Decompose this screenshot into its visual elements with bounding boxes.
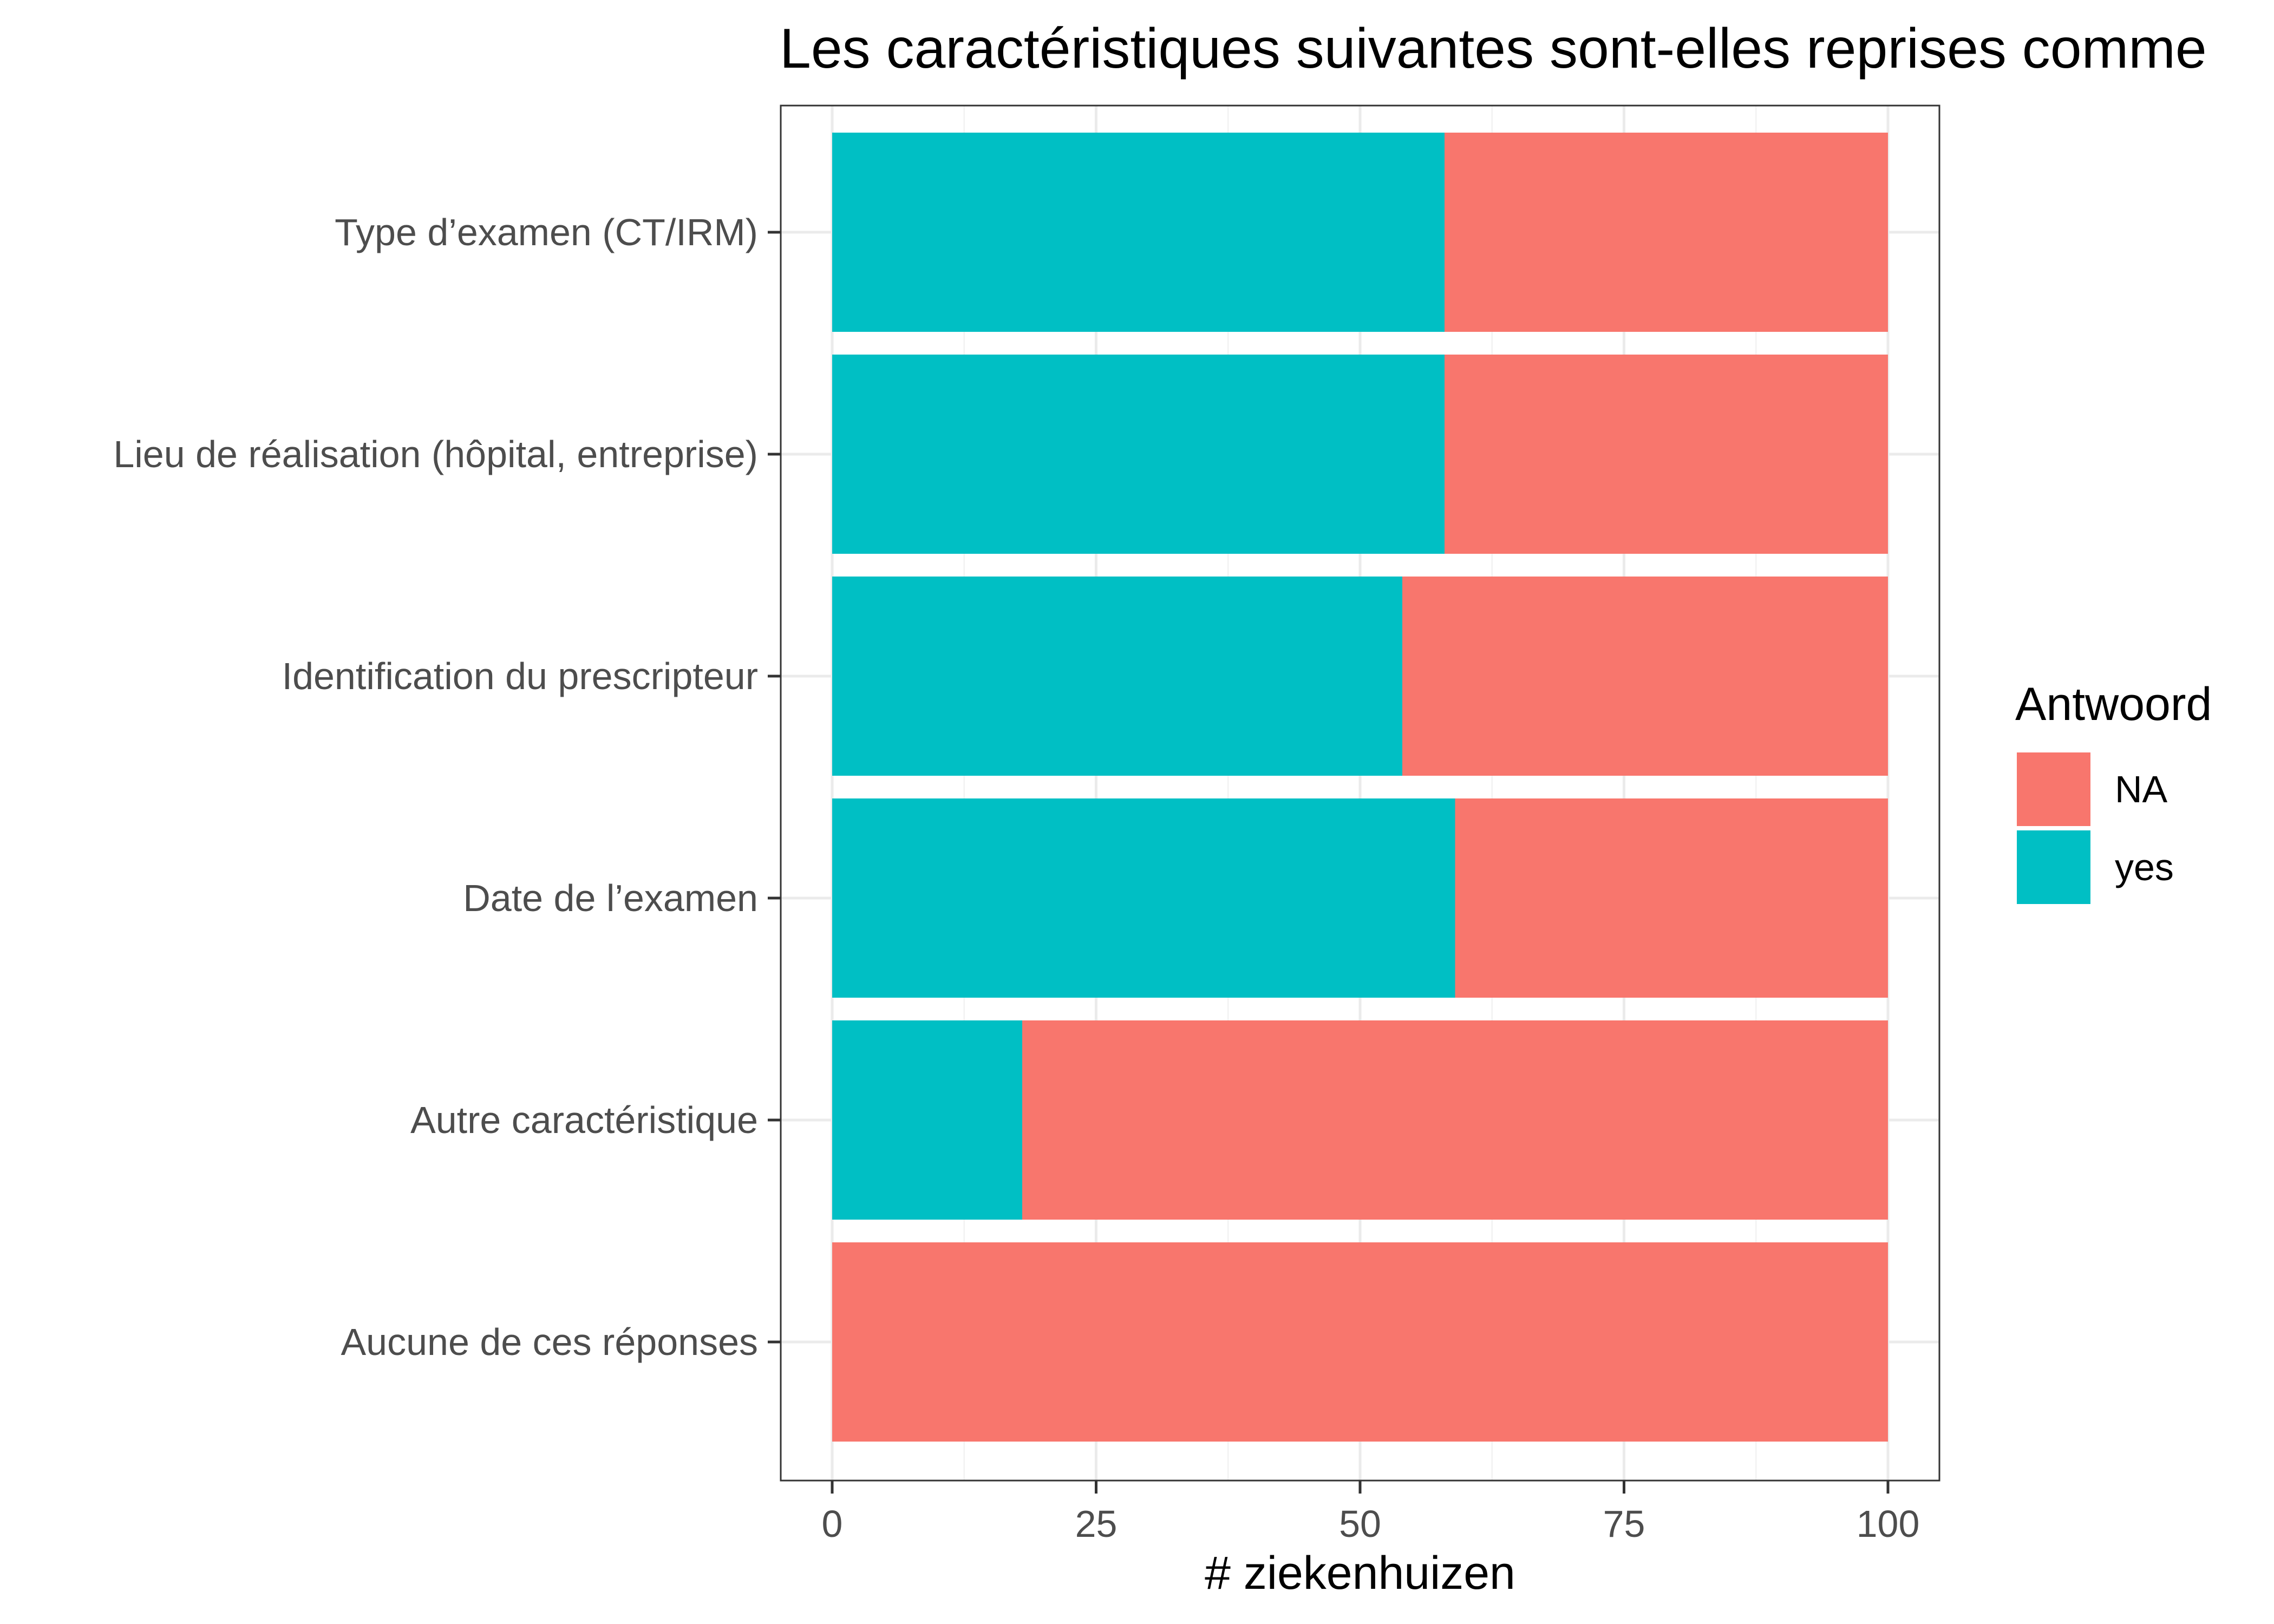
y-tick-label: Aucune de ces réponses: [341, 1321, 758, 1363]
chart-title: Les caractéristiques suivantes sont-elle…: [780, 17, 2207, 80]
legend-title: Antwoord: [2015, 678, 2212, 730]
y-tick-label: Type d’examen (CT/IRM): [335, 211, 758, 253]
bars: [832, 133, 1888, 1442]
legend-key-yes: [2017, 830, 2090, 904]
bar-na: [1445, 133, 1888, 332]
bar-yes: [832, 577, 1402, 776]
bar-na: [1402, 577, 1888, 776]
legend: Antwoord NA yes: [2015, 678, 2212, 904]
y-tick-label: Autre caractéristique: [410, 1099, 758, 1141]
bar-na: [1455, 798, 1888, 998]
x-axis: 0 25 50 75 100: [822, 1481, 1920, 1545]
bar-yes: [832, 133, 1445, 332]
y-tick-label: Lieu de réalisation (hôpital, entreprise…: [113, 433, 758, 475]
x-axis-title: # ziekenhuizen: [1205, 1547, 1515, 1599]
legend-key-na: [2017, 752, 2090, 826]
y-tick-label: Identification du prescripteur: [282, 655, 758, 697]
bar-yes: [832, 355, 1445, 554]
x-tick-label: 75: [1603, 1503, 1645, 1545]
x-tick-label: 50: [1339, 1503, 1381, 1545]
bar-yes: [832, 798, 1455, 998]
y-tick-label: Date de l’examen: [463, 877, 758, 919]
legend-label-yes: yes: [2115, 846, 2174, 888]
bar-na: [832, 1242, 1888, 1442]
bar-yes: [832, 1020, 1022, 1220]
x-tick-label: 0: [822, 1503, 843, 1545]
plot-panel: [780, 104, 1940, 1482]
legend-label-na: NA: [2115, 768, 2168, 810]
bar-na: [1445, 355, 1888, 554]
bar-na: [1022, 1020, 1888, 1220]
x-tick-label: 100: [1857, 1503, 1920, 1545]
x-tick-label: 25: [1075, 1503, 1118, 1545]
y-axis: Type d’examen (CT/IRM) Lieu de réalisatio…: [113, 211, 781, 1363]
legend-entries: NA yes: [2017, 752, 2174, 904]
